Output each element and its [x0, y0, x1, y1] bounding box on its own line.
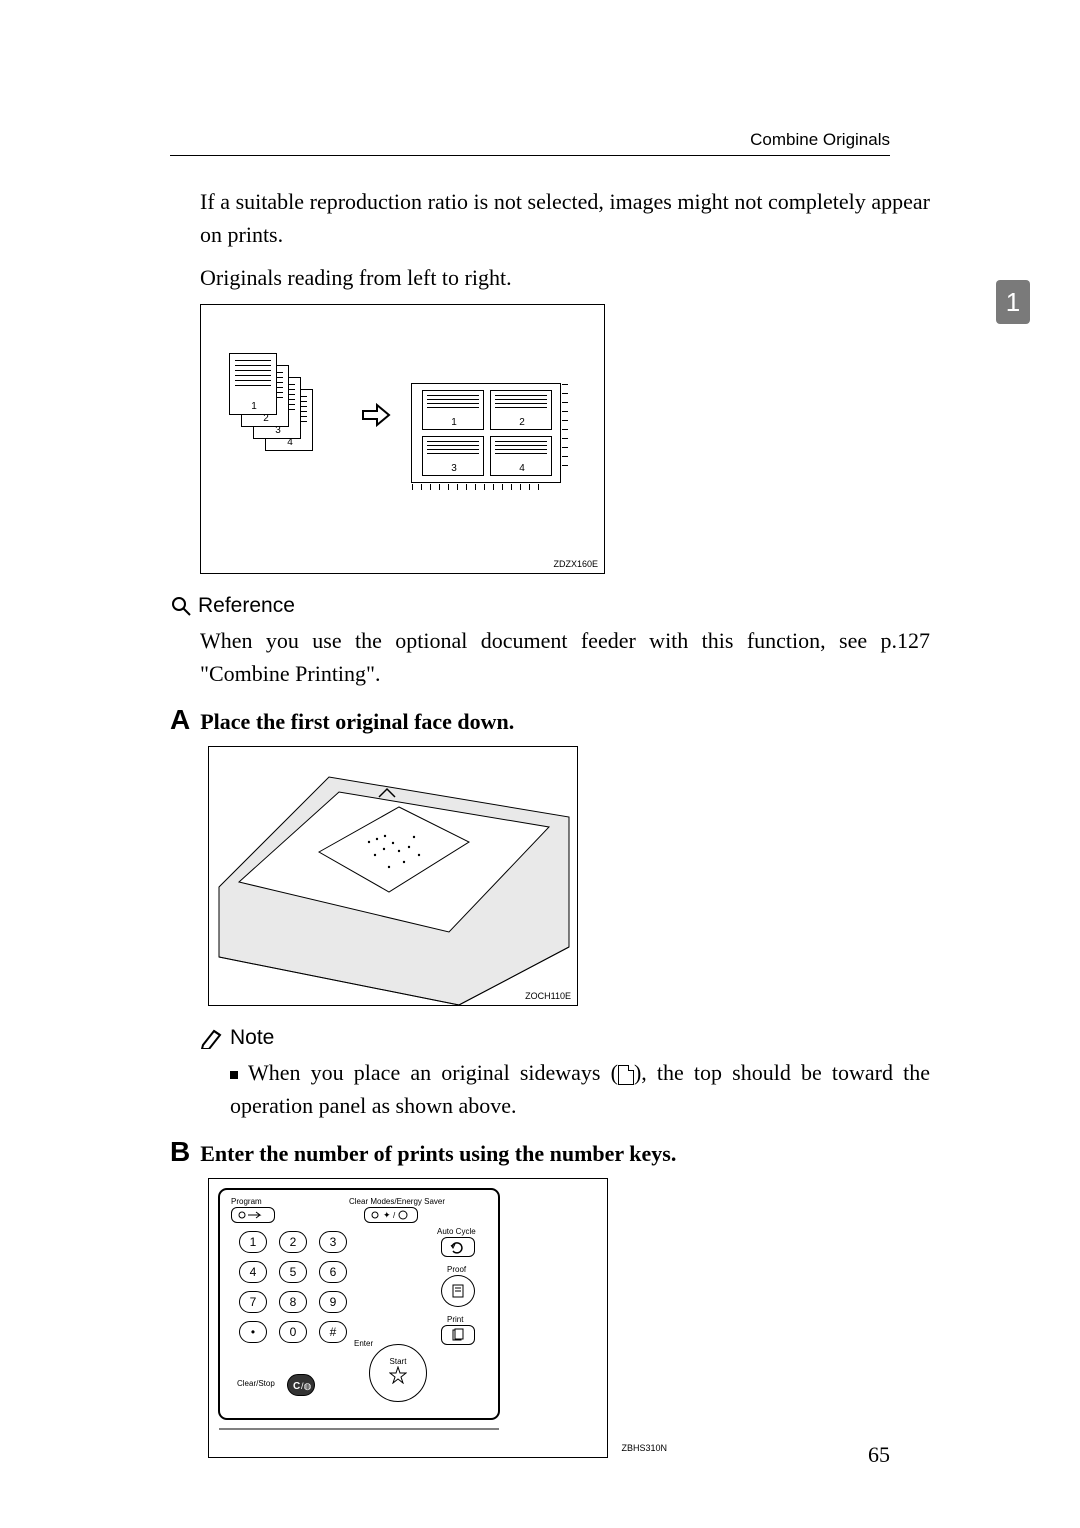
program-button[interactable]	[231, 1207, 275, 1223]
number-keypad: 1 2 3 4 5 6 7 8 9 • 0 #	[239, 1231, 347, 1351]
label-autocycle: Auto Cycle	[437, 1227, 476, 1236]
print-button[interactable]	[441, 1325, 475, 1345]
note-text: When you place an original sideways (), …	[230, 1056, 930, 1122]
label-clearmodes: Clear Modes/Energy Saver	[349, 1197, 445, 1206]
label-start: Start	[389, 1357, 407, 1366]
arrow-icon	[361, 403, 391, 432]
diagram2-code: ZOCH110E	[525, 991, 571, 1001]
reference-icon	[170, 595, 192, 617]
diagram-combine: 4 3 2 1	[200, 304, 605, 574]
landscape-icon	[618, 1065, 634, 1085]
step-b-text: Enter the number of prints using the num…	[200, 1141, 676, 1167]
body: If a suitable reproduction ratio is not …	[170, 185, 930, 1458]
step-a: A Place the first original face down.	[170, 704, 930, 736]
start-button[interactable]: Start	[369, 1344, 427, 1402]
key-hash[interactable]: #	[319, 1321, 347, 1343]
autocycle-button[interactable]	[441, 1237, 475, 1257]
step-b: B Enter the number of prints using the n…	[170, 1136, 930, 1168]
diagram3-code: ZBHS310N	[621, 1443, 667, 1453]
label-print: Print	[447, 1315, 463, 1324]
cell-label-1: 1	[423, 417, 485, 428]
bullet-icon	[230, 1071, 238, 1079]
diagram-scanner: ZOCH110E	[208, 746, 578, 1006]
label-clearstop: Clear/Stop	[237, 1379, 275, 1388]
intro-p1: If a suitable reproduction ratio is not …	[200, 185, 930, 251]
key-6[interactable]: 6	[319, 1261, 347, 1283]
proof-button[interactable]	[441, 1275, 475, 1307]
label-enter: Enter	[354, 1339, 373, 1348]
clearstop-button[interactable]: C/◍	[287, 1374, 315, 1396]
note-prefix: When you place an original sideways (	[248, 1060, 618, 1085]
label-program: Program	[231, 1197, 262, 1206]
cell-label-2: 2	[491, 417, 553, 428]
key-3[interactable]: 3	[319, 1231, 347, 1253]
key-2[interactable]: 2	[279, 1231, 307, 1253]
step-a-letter: A	[170, 704, 190, 736]
key-4[interactable]: 4	[239, 1261, 267, 1283]
diagram-combined-sheet: 1 2 3 4	[411, 383, 561, 483]
svg-text:/◍: /◍	[301, 1381, 311, 1391]
clearmodes-button[interactable]: ✦/	[364, 1207, 418, 1223]
reference-heading: Reference	[170, 594, 930, 618]
page-number: 65	[868, 1442, 890, 1468]
diagram-code: ZDZX160E	[553, 559, 598, 569]
stack-label-1: 1	[230, 401, 278, 412]
page: Combine Originals 1 If a suitable reprod…	[0, 0, 1080, 1528]
note-heading: Note	[200, 1026, 930, 1050]
key-5[interactable]: 5	[279, 1261, 307, 1283]
svg-text:C: C	[293, 1381, 300, 1392]
key-0[interactable]: 0	[279, 1321, 307, 1343]
key-1[interactable]: 1	[239, 1231, 267, 1253]
reference-label: Reference	[198, 594, 295, 618]
svg-text:✦: ✦	[383, 1210, 391, 1220]
key-7[interactable]: 7	[239, 1291, 267, 1313]
note-icon	[200, 1027, 224, 1049]
diagram-keypad: Program Clear Modes/Energy Saver ✦/ 1 2 …	[208, 1178, 608, 1458]
chapter-tab: 1	[996, 280, 1030, 324]
key-dot[interactable]: •	[239, 1321, 267, 1343]
header-section-title: Combine Originals	[750, 130, 890, 150]
cell-label-4: 4	[491, 463, 553, 474]
cell-label-3: 3	[423, 463, 485, 474]
header-rule	[170, 155, 890, 156]
step-a-text: Place the first original face down.	[200, 709, 514, 735]
svg-text:/: /	[393, 1211, 396, 1220]
step-b-letter: B	[170, 1136, 190, 1168]
key-9[interactable]: 9	[319, 1291, 347, 1313]
intro-p2: Originals reading from left to right.	[200, 261, 930, 294]
reference-text: When you use the optional document feede…	[200, 624, 930, 690]
note-label: Note	[230, 1026, 274, 1050]
key-8[interactable]: 8	[279, 1291, 307, 1313]
label-proof: Proof	[447, 1265, 466, 1274]
